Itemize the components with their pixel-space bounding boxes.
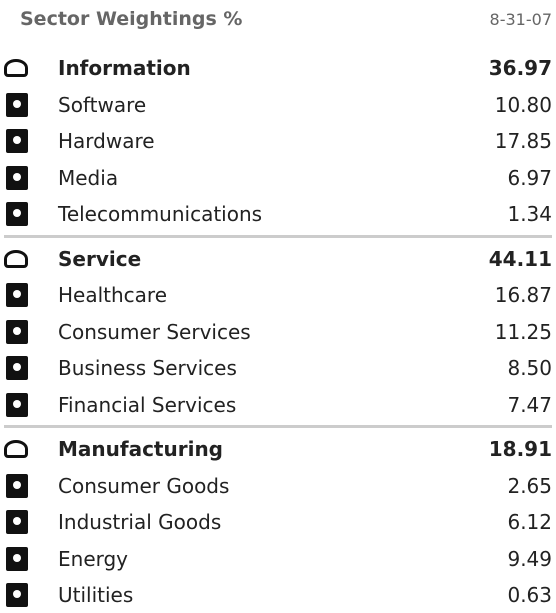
group-icon	[4, 59, 28, 77]
group-name: Manufacturing	[58, 437, 223, 461]
group-icon	[4, 249, 28, 268]
sector-icon	[6, 392, 28, 417]
icon-glyph	[13, 553, 21, 562]
icon-glyph	[13, 99, 21, 108]
date: 8-31-07	[489, 10, 552, 29]
icon-glyph	[13, 363, 21, 371]
sector-name: Telecommunications	[58, 202, 263, 226]
icon-glyph	[13, 172, 21, 181]
sector-name: Hardware	[58, 129, 155, 153]
sector-icon	[6, 92, 28, 117]
sector-icon	[6, 319, 28, 344]
sector-name: Consumer Goods	[58, 473, 230, 498]
sector-icon	[6, 129, 28, 153]
sector-icon	[6, 356, 28, 380]
sector-value: 6.97	[507, 165, 552, 190]
sector-name: Energy	[58, 546, 129, 571]
sector-icon	[6, 510, 28, 534]
separator	[4, 425, 552, 428]
sector-value: 6.12	[507, 510, 552, 534]
sector-name: Consumer Services	[58, 319, 251, 344]
sector-value: 7.47	[507, 392, 552, 417]
separator	[4, 234, 552, 238]
icon-glyph	[13, 399, 21, 408]
icon-glyph	[13, 136, 21, 144]
icon-glyph	[13, 290, 21, 298]
sector-value: 16.87	[494, 283, 552, 307]
icon-glyph	[13, 590, 21, 598]
sector-value: 2.65	[507, 473, 552, 498]
sector-value: 8.50	[507, 356, 552, 380]
icon-glyph	[13, 209, 21, 217]
sector-icon	[6, 283, 28, 307]
group-value: 18.91	[488, 437, 552, 461]
sector-icon	[6, 546, 28, 571]
sector-icon	[6, 583, 28, 607]
sector-name: Financial Services	[58, 392, 237, 417]
group-value: 44.11	[488, 246, 552, 271]
icon-glyph	[13, 480, 21, 489]
sector-name: Business Services	[58, 356, 237, 380]
icon-glyph	[13, 517, 21, 525]
sector-value: 11.25	[494, 319, 552, 344]
sector-icon	[6, 473, 28, 498]
sector-name: Healthcare	[58, 283, 168, 307]
sector-value: 17.85	[494, 129, 552, 153]
sector-value: 9.49	[507, 546, 552, 571]
group-value: 36.97	[488, 56, 552, 80]
title: Sector Weightings %	[20, 8, 243, 30]
group-name: Information	[58, 56, 191, 80]
group-icon	[4, 440, 28, 458]
sector-value: 10.80	[494, 92, 552, 117]
sector-name: Utilities	[58, 583, 134, 607]
sector-name: Media	[58, 165, 119, 190]
sector-name: Industrial Goods	[58, 510, 222, 534]
sector-icon	[6, 165, 28, 190]
group-name: Service	[58, 246, 142, 271]
sector-value: 0.63	[507, 583, 552, 607]
sector-value: 1.34	[507, 202, 552, 226]
sector-name: Software	[58, 92, 147, 117]
sector-icon	[6, 202, 28, 226]
icon-glyph	[13, 326, 21, 335]
